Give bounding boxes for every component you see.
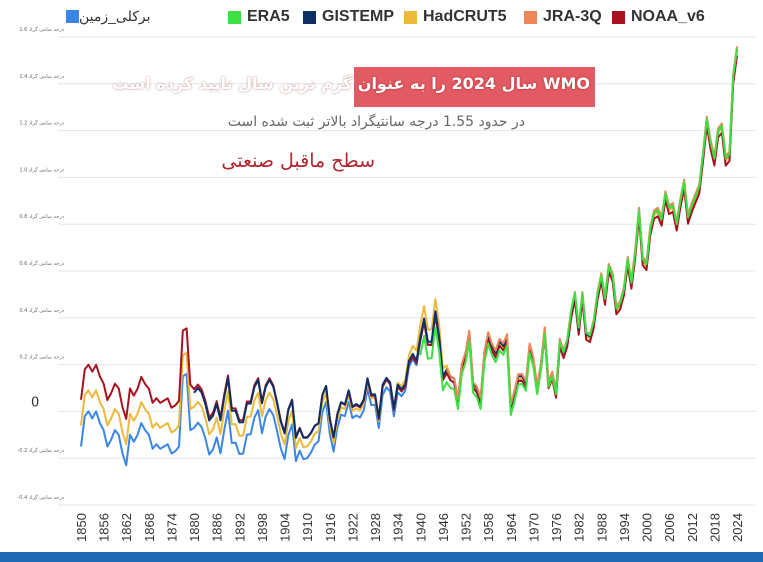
x-tick-label: 1892 [232,513,247,542]
legend-item-noaa[interactable]: NOAA_v6 [612,8,705,26]
x-tick-label: 1886 [210,513,225,542]
legend-swatch-jra3q [524,10,537,24]
series-line-gistemp [193,48,738,439]
x-tick-label: 1856 [97,513,112,542]
series-line-noaa [80,55,738,439]
legend-swatch-gistemp [303,10,316,24]
x-tick-label: 1916 [323,513,338,542]
y-tick-label: 1.4 درجه سانتی گراد [19,73,64,80]
series-lines [80,46,738,467]
x-tick-label: 1940 [413,513,428,542]
x-tick-label: 1958 [481,513,496,542]
x-tick-label: 1964 [504,513,519,542]
y-tick-label: 0.8 درجه سانتی گراد [19,213,64,220]
y-tick-label: 0.2 درجه سانتی گراد [19,354,64,361]
x-tick-label: 1910 [300,513,315,542]
x-tick-label: 2000 [640,513,655,542]
x-tick-label: 2012 [685,513,700,542]
legend-label-noaa: NOAA_v6 [631,8,705,25]
legend-label-jra3q: JRA-3Q [543,8,602,25]
x-tick-label: 2024 [730,513,745,542]
y-axis-ticks: 1.6 درجه سانتی گراد 1.4 درجه سانتی گراد 1.… [18,26,65,501]
legend-item-berkeley[interactable]: برکلی_زمین [60,8,151,25]
y-tick-label: 0.6 درجه سانتی گراد [19,260,64,267]
x-tick-label: 1994 [617,513,632,542]
chart-title: WMO سال 2024 را به عنوان گرم ترین سال تا… [112,74,590,93]
y-tick-label: 1.0 درجه سانتی گراد [19,166,64,173]
legend-swatch-berkeley [66,10,79,23]
legend-item-era5[interactable]: ERA5 [228,8,290,26]
y-tick-label: 0 [31,395,39,410]
legend-label-era5: ERA5 [247,8,290,25]
legend-label-hadcrut5: HadCRUT5 [423,8,507,25]
legend-item-gistemp[interactable]: GISTEMP [303,8,394,26]
y-tick-label: -0.4 درجه سانتی گراد [18,494,65,501]
x-tick-label: 1952 [459,513,474,542]
x-tick-label: 1928 [368,513,383,542]
y-tick-label: 0.4 درجه سانتی گراد [19,307,64,314]
legend-swatch-noaa [612,10,625,24]
x-tick-label: 1850 [74,513,89,542]
x-tick-label: 1976 [549,513,564,542]
x-tick-label: 1946 [436,513,451,542]
x-axis-ticks: 1850 1856 1862 1868 1874 1880 1886 1892 1898 1904… [74,513,745,542]
x-tick-label: 1880 [187,513,202,542]
legend-item-hadcrut5[interactable]: HadCRUT5 [404,8,507,26]
bottom-bar [0,552,763,562]
legend-label-berkeley: برکلی_زمین [79,8,151,24]
x-tick-label: 2006 [662,513,677,542]
baseline-note: سطح ماقبل صنعتی [221,150,375,172]
x-tick-label: 1904 [278,513,293,542]
x-tick-label: 1934 [391,513,406,542]
x-tick-label: 1862 [119,513,134,542]
gridlines [58,36,756,506]
x-tick-label: 1982 [572,513,587,542]
x-tick-label: 1868 [142,513,157,542]
chart-subtitle: در حدود 1.55 درجه سانتیگراد بالاتر ثبت ش… [227,114,525,130]
legend-swatch-era5 [228,10,241,24]
series-line-era5 [419,48,738,417]
y-tick-label: -0.2 درجه سانتی گراد [18,447,65,454]
x-tick-label: 1970 [526,513,541,542]
y-tick-label: 1.2 درجه سانتی گراد [19,120,64,127]
legend-item-jra3q[interactable]: JRA-3Q [524,8,602,26]
legend-swatch-hadcrut5 [404,10,417,24]
title-highlight-box [354,67,595,107]
x-tick-label: 2018 [707,513,722,542]
legend: برکلی_زمین ERA5 GISTEMP HadCRUT5 JRA-3Q … [0,8,763,30]
x-tick-label: 1898 [255,513,270,542]
x-tick-label: 1922 [345,513,360,542]
legend-label-gistemp: GISTEMP [322,8,395,25]
x-tick-label: 1874 [164,513,179,542]
x-tick-label: 1988 [594,513,609,542]
y-tick-label: 1.6 درجه سانتی گراد [19,26,64,33]
